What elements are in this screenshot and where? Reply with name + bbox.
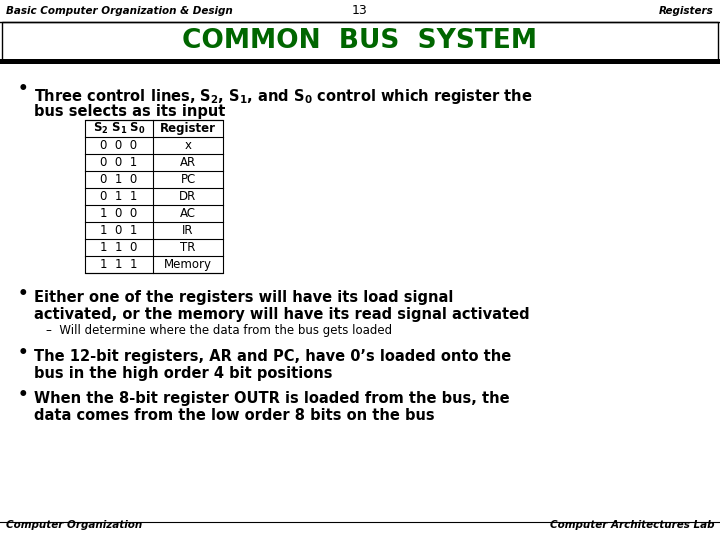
Text: Registers: Registers [660, 6, 714, 16]
Text: Three control lines, $\mathbf{S_2}$, $\mathbf{S_1}$, and $\mathbf{S_0}$ control : Three control lines, $\mathbf{S_2}$, $\m… [34, 87, 533, 106]
Text: 1  1  1: 1 1 1 [100, 258, 138, 271]
Text: data comes from the low order 8 bits on the bus: data comes from the low order 8 bits on … [34, 408, 435, 423]
Text: IR: IR [182, 224, 194, 237]
Text: x: x [184, 139, 192, 152]
Text: 0  1  0: 0 1 0 [100, 173, 138, 186]
Text: 0  0  1: 0 0 1 [100, 156, 138, 169]
Text: AC: AC [180, 207, 196, 220]
Text: $\mathbf{S_2\ S_1\ S_0}$: $\mathbf{S_2\ S_1\ S_0}$ [93, 121, 145, 136]
Text: •: • [18, 386, 29, 404]
Text: 1  1  0: 1 1 0 [100, 241, 138, 254]
Text: 0  1  1: 0 1 1 [100, 190, 138, 203]
Text: Memory: Memory [164, 258, 212, 271]
Text: bus selects as its input: bus selects as its input [34, 104, 225, 119]
Text: Basic Computer Organization & Design: Basic Computer Organization & Design [6, 6, 233, 16]
Bar [2, 22, 718, 60]
Text: •: • [18, 285, 29, 303]
Text: Computer Organization: Computer Organization [6, 520, 143, 530]
Text: 13: 13 [352, 4, 368, 17]
Text: •: • [18, 80, 29, 98]
Text: •: • [18, 344, 29, 362]
Text: PC: PC [181, 173, 196, 186]
Text: Computer Architectures Lab: Computer Architectures Lab [549, 520, 714, 530]
Text: DR: DR [179, 190, 197, 203]
Text: 0  0  0: 0 0 0 [100, 139, 138, 152]
Text: bus in the high order 4 bit positions: bus in the high order 4 bit positions [34, 366, 333, 381]
Text: Either one of the registers will have its load signal: Either one of the registers will have it… [34, 290, 454, 305]
Text: COMMON  BUS  SYSTEM: COMMON BUS SYSTEM [182, 28, 538, 54]
Text: 1  0  1: 1 0 1 [100, 224, 138, 237]
Text: –  Will determine where the data from the bus gets loaded: – Will determine where the data from the… [46, 324, 392, 337]
Bar [0, 59, 720, 64]
Text: Register: Register [160, 122, 216, 135]
Text: activated, or the memory will have its read signal activated: activated, or the memory will have its r… [34, 307, 530, 322]
Text: When the 8-bit register OUTR is loaded from the bus, the: When the 8-bit register OUTR is loaded f… [34, 391, 510, 406]
Text: TR: TR [180, 241, 196, 254]
Text: AR: AR [180, 156, 196, 169]
Bar [85, 120, 223, 273]
Text: The 12-bit registers, AR and PC, have 0’s loaded onto the: The 12-bit registers, AR and PC, have 0’… [34, 349, 511, 364]
Text: 1  0  0: 1 0 0 [100, 207, 138, 220]
